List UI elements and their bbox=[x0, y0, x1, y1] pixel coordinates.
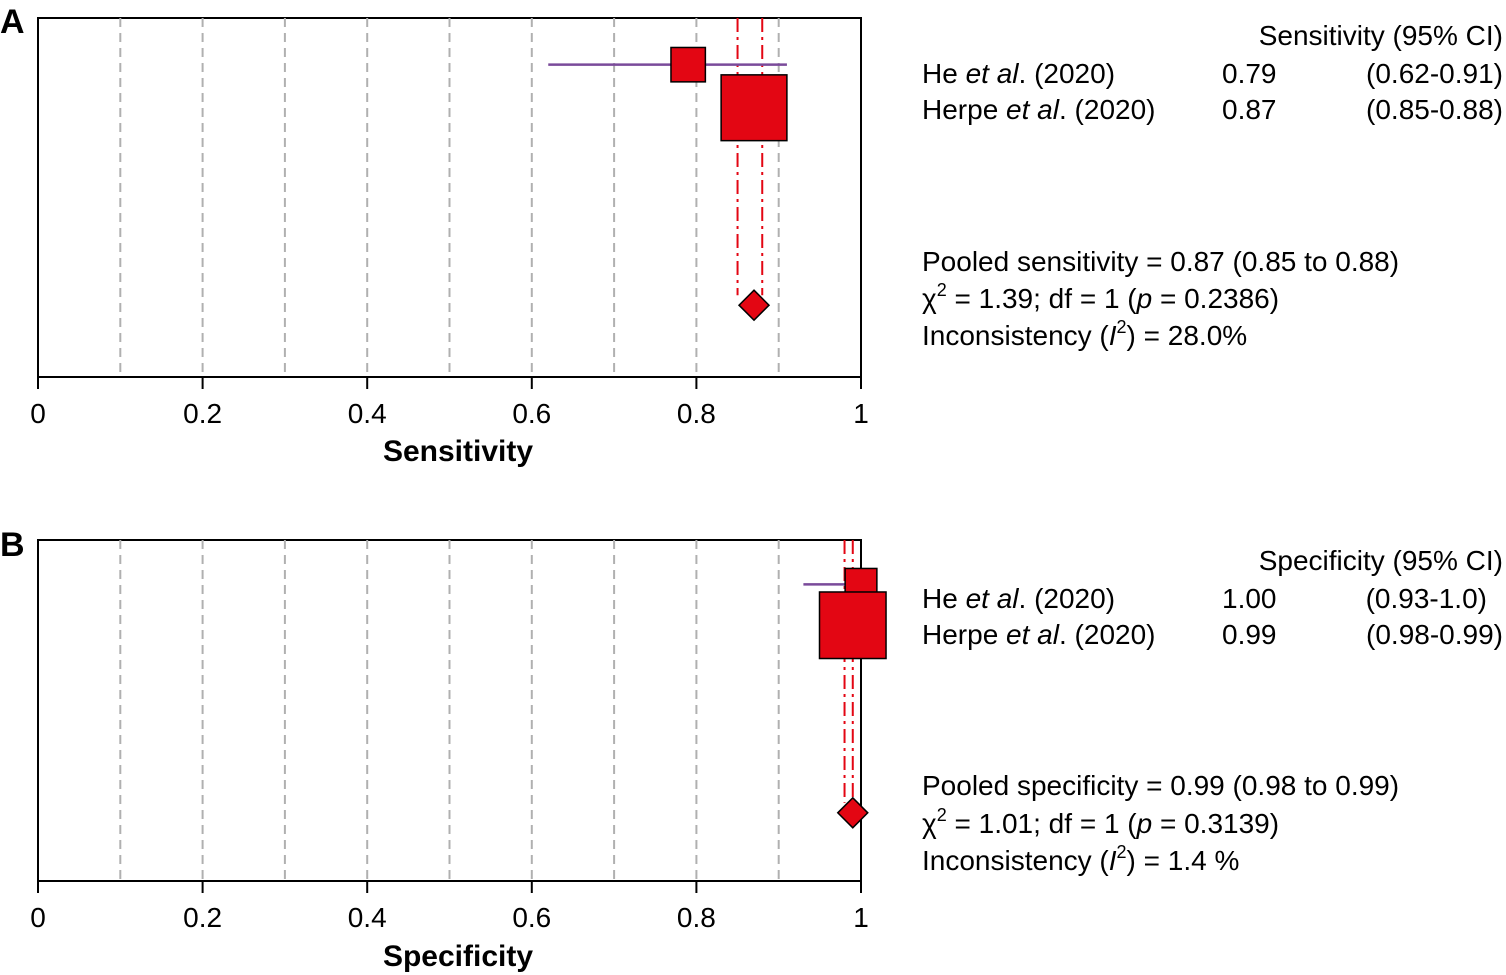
plot-area: 0 0.2 0.4 0.6 0.8 1 bbox=[30, 17, 869, 429]
study-estimate: 0.99 bbox=[1222, 619, 1277, 650]
study-ci: (0.85-0.88) bbox=[1366, 94, 1503, 125]
study-ci: (0.62-0.91) bbox=[1366, 58, 1503, 89]
tick-label: 0.2 bbox=[183, 398, 222, 429]
panel-b: B 0 0.2 0.4 0.6 0.8 1 Specificity Specificity… bbox=[0, 526, 1503, 973]
tick-label: 1 bbox=[853, 902, 869, 933]
tick-label: 0.2 bbox=[183, 902, 222, 933]
heterogeneity-chi-square: χ2 = 1.39; df = 1 (p = 0.2386) bbox=[922, 280, 1279, 314]
tick-label: 0.6 bbox=[512, 902, 551, 933]
study-row: Herpe et al. (2020) 0.99 (0.98-0.99) bbox=[922, 619, 1503, 650]
study-marker bbox=[670, 46, 707, 83]
study-ci: (0.98-0.99) bbox=[1366, 619, 1503, 650]
study-estimate: 0.87 bbox=[1222, 94, 1277, 125]
study-estimate: 0.79 bbox=[1222, 58, 1277, 89]
study-marker bbox=[818, 591, 887, 660]
x-axis-title: Sensitivity bbox=[383, 435, 533, 468]
pooled-summary: Pooled specificity = 0.99 (0.98 to 0.99) bbox=[922, 770, 1399, 801]
study-author: Herpe et al. (2020) bbox=[922, 619, 1155, 650]
study-row: He et al. (2020) 0.79 (0.62-0.91) bbox=[922, 58, 1503, 89]
study-ci: (0.93-1.0) bbox=[1366, 583, 1487, 614]
heterogeneity-chi-square: χ2 = 1.01; df = 1 (p = 0.3139) bbox=[922, 805, 1279, 839]
tick-label: 0.4 bbox=[348, 398, 387, 429]
study-author: He et al. (2020) bbox=[922, 58, 1115, 89]
study-marker bbox=[720, 74, 788, 142]
study-author: Herpe et al. (2020) bbox=[922, 94, 1155, 125]
tick-label: 0.8 bbox=[677, 398, 716, 429]
column-header: Sensitivity (95% CI) bbox=[1259, 20, 1503, 51]
panel-a: A 0 0.2 0.4 0.6 0.8 1 Sensitivity Sensitivity… bbox=[0, 3, 1503, 468]
pooled-diamond bbox=[836, 796, 869, 829]
panel-label: B bbox=[0, 526, 25, 564]
study-row: He et al. (2020) 1.00 (0.93-1.0) bbox=[922, 583, 1487, 614]
tick-label: 0.4 bbox=[348, 902, 387, 933]
study-row: Herpe et al. (2020) 0.87 (0.85-0.88) bbox=[922, 94, 1503, 125]
tick-label: 0.8 bbox=[677, 902, 716, 933]
study-estimate: 1.00 bbox=[1222, 583, 1277, 614]
pooled-diamond bbox=[737, 289, 771, 322]
panel-label: A bbox=[0, 3, 25, 41]
tick-label: 1 bbox=[853, 398, 869, 429]
pooled-summary: Pooled sensitivity = 0.87 (0.85 to 0.88) bbox=[922, 246, 1399, 277]
plot-area: 0 0.2 0.4 0.6 0.8 1 bbox=[30, 539, 887, 933]
inconsistency: Inconsistency (I2) = 1.4 % bbox=[922, 842, 1239, 876]
tick-label: 0 bbox=[30, 902, 46, 933]
column-header: Specificity (95% CI) bbox=[1259, 545, 1503, 576]
x-axis-title: Specificity bbox=[383, 940, 533, 973]
inconsistency: Inconsistency (I2) = 28.0% bbox=[922, 317, 1247, 351]
tick-label: 0 bbox=[30, 398, 46, 429]
tick-label: 0.6 bbox=[512, 398, 551, 429]
study-author: He et al. (2020) bbox=[922, 583, 1115, 614]
